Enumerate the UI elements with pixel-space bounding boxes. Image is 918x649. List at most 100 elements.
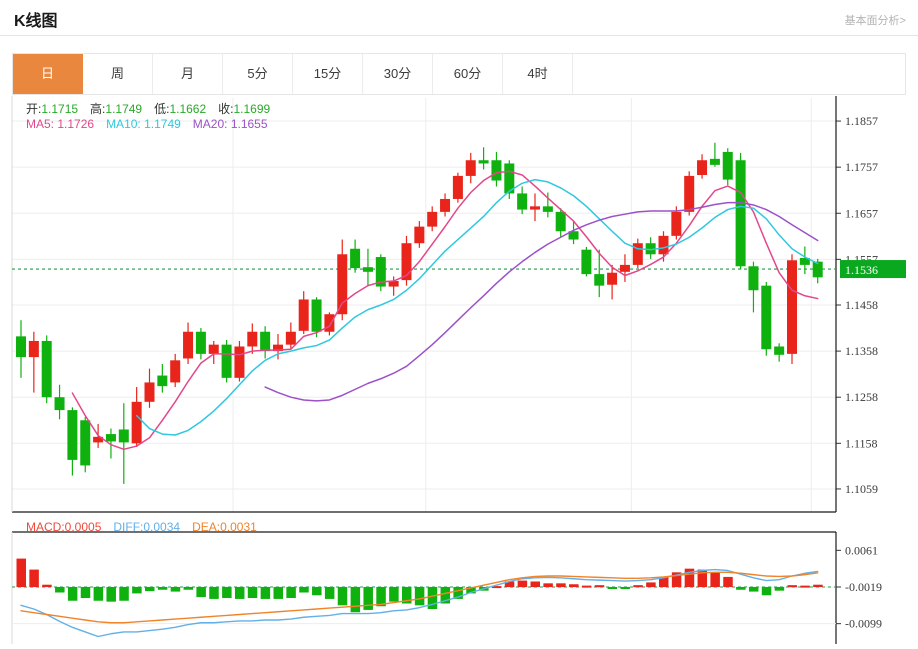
current-price-badge [840, 260, 906, 279]
candle-body [16, 336, 26, 358]
macd-bar [736, 587, 746, 590]
ma20-line [264, 201, 819, 402]
tab-3[interactable]: 5分 [223, 54, 293, 94]
ma5-line [71, 170, 819, 451]
candle-body [285, 331, 296, 345]
candle-body [401, 243, 412, 281]
candle-body [697, 160, 708, 175]
macd-bar [800, 585, 810, 588]
price-axis-tick-6: 1.1258 [845, 390, 878, 404]
macd-bar [607, 587, 618, 589]
macd-bar [646, 582, 656, 587]
candle-body [41, 340, 52, 398]
macd-bar [42, 584, 52, 587]
candle-body [748, 266, 759, 291]
price-axis-tick-5: 1.1358 [845, 344, 878, 358]
tab-6[interactable]: 60分 [433, 54, 503, 94]
macd-bar [504, 581, 515, 587]
candle-body [427, 211, 438, 227]
macd-bar [29, 569, 39, 587]
macd-bar [247, 587, 258, 598]
macd-bar [145, 587, 155, 592]
macd-bar [402, 587, 412, 604]
price-axis-tick-4: 1.1458 [845, 298, 878, 312]
fundamental-analysis-link[interactable]: 基本面分析> [844, 15, 906, 27]
macd-axis-tick-2: -0.0099 [845, 617, 882, 631]
macd-bar [761, 587, 772, 596]
candle-body [491, 160, 502, 181]
macd-bar [363, 587, 373, 610]
macd-axis-tick-1: -0.0019 [845, 580, 882, 594]
macd-bar [273, 587, 283, 599]
tab-4[interactable]: 15分 [293, 54, 363, 94]
macd-bar [517, 580, 528, 587]
candle-body [54, 397, 65, 411]
candle-body [388, 281, 399, 287]
tab-7[interactable]: 4时 [503, 54, 573, 94]
candle-body [619, 264, 630, 272]
candle-body [375, 257, 386, 287]
macd-axis-tick-0: 0.0061 [845, 543, 878, 557]
candle-body [131, 401, 142, 444]
candle-body [581, 249, 592, 275]
candle-body [118, 429, 129, 443]
macd-bar [594, 585, 605, 588]
macd-bar [530, 581, 540, 587]
macd-bar [80, 587, 91, 598]
price-axis-tick-2: 1.1657 [845, 206, 878, 220]
macd-bar [787, 585, 797, 588]
tab-2[interactable]: 月 [153, 54, 223, 94]
macd-bar [440, 587, 451, 604]
candle-body [812, 261, 823, 278]
macd-bar [376, 587, 386, 607]
tab-0[interactable]: 日 [13, 54, 83, 94]
macd-histogram [16, 558, 823, 613]
chart-container[interactable]: 1.1857 1.1757 1.1657 1.1557 1.1458 1.1358 1.12… [10, 96, 908, 644]
kline-svg[interactable]: 1.18571.17571.16571.15571.14581.13581.12… [10, 96, 908, 644]
candle-body [607, 272, 618, 285]
macd-bar [183, 587, 194, 590]
candle-body [478, 160, 489, 164]
price-axis-tick-0: 1.1857 [845, 114, 878, 128]
price-axis-tick-8: 1.1059 [845, 482, 878, 496]
macd-bar [106, 587, 116, 602]
candle-body [568, 231, 579, 240]
candle-body [594, 274, 605, 286]
macd-bar [234, 587, 245, 599]
current-price-label: 1.1536 [845, 263, 878, 277]
macd-bar [389, 587, 399, 602]
macd-bar [324, 587, 335, 599]
candle-body [183, 331, 194, 359]
macd-bar [196, 587, 206, 598]
macd-bar [633, 585, 643, 588]
macd-bar [350, 587, 361, 613]
candle-body [709, 158, 720, 165]
candle-body [774, 346, 785, 355]
candle-body [298, 299, 309, 331]
candle-body [671, 211, 682, 236]
page-header: K线图 基本面分析> [0, 0, 918, 36]
tab-1[interactable]: 周 [83, 54, 153, 94]
macd-bar [222, 587, 232, 598]
macd-bar [620, 587, 630, 589]
candle-body [260, 331, 271, 352]
macd-bar [684, 568, 695, 587]
candle-body [517, 193, 528, 210]
candle-body [645, 243, 656, 255]
macd-bar [569, 584, 579, 587]
macd-bar [671, 572, 682, 587]
macd-bar [543, 583, 553, 587]
tab-5[interactable]: 30分 [363, 54, 433, 94]
macd-bar [312, 587, 322, 596]
candle-body [28, 340, 39, 358]
candle-body [504, 163, 515, 194]
macd-bar [491, 586, 502, 589]
candle-body [157, 375, 168, 387]
macd-bar [55, 587, 65, 593]
candle-body [234, 346, 245, 378]
candle-body [761, 285, 772, 350]
candle-series [16, 142, 823, 484]
candle-body [80, 420, 91, 466]
macd-bar [813, 584, 823, 587]
price-axis-tick-7: 1.1158 [845, 436, 878, 450]
